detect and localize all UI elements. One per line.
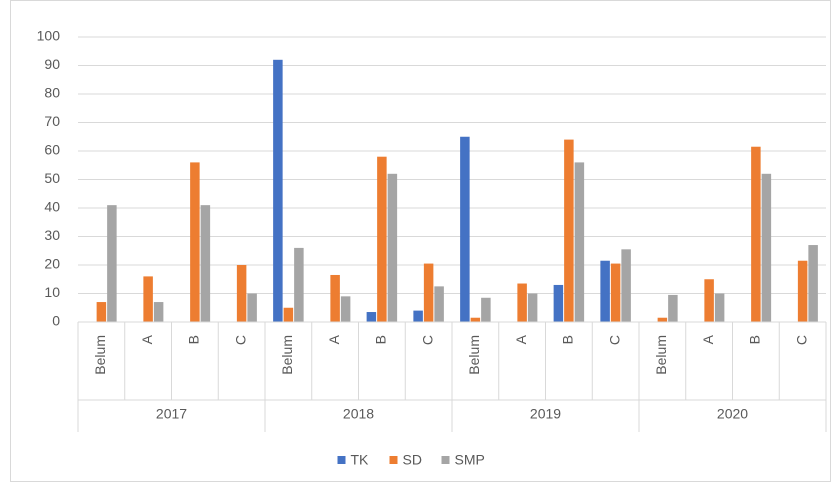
bar (377, 156, 387, 322)
legend-swatch (337, 456, 346, 464)
x-tick-label: C (793, 335, 809, 345)
bar (460, 136, 470, 322)
bar (190, 162, 200, 322)
bar (96, 302, 107, 322)
bar (574, 162, 585, 322)
bar (797, 260, 808, 322)
bar (366, 312, 377, 322)
x-tick-label: B (373, 335, 389, 344)
group-label: 2017 (156, 406, 187, 422)
bar (481, 297, 491, 322)
bar (668, 294, 678, 322)
bar (470, 317, 481, 322)
legend-swatch (441, 456, 450, 464)
x-tick-label: A (139, 334, 155, 344)
bar (610, 263, 621, 322)
x-tick-label: A (513, 334, 529, 344)
group-label: 2018 (343, 406, 374, 422)
x-tick-label: B (560, 335, 576, 344)
y-tick-label: 100 (37, 28, 61, 44)
bar (273, 59, 283, 323)
y-tick-label: 30 (44, 227, 60, 243)
bar (107, 205, 117, 322)
bar (236, 265, 247, 322)
x-tick-label: Belum (653, 335, 669, 375)
y-tick-label: 0 (52, 313, 60, 329)
x-tick-label: Belum (92, 335, 108, 375)
y-tick-label: 60 (44, 142, 60, 158)
bar (153, 302, 164, 322)
x-tick-label: B (186, 335, 202, 344)
y-tick-label: 20 (44, 256, 60, 272)
bar (553, 284, 564, 322)
bar (283, 307, 294, 322)
group-label: 2019 (530, 406, 561, 422)
bar (330, 274, 340, 322)
legend-label: SMP (455, 452, 485, 468)
bar (247, 293, 257, 322)
y-tick-label: 40 (44, 199, 60, 215)
bar (294, 247, 304, 322)
bar (704, 279, 714, 322)
x-tick-label: A (700, 334, 716, 344)
x-tick-label: C (606, 335, 622, 345)
x-tick-label: B (747, 335, 763, 344)
bar (657, 317, 668, 322)
bar (808, 245, 818, 322)
bar (751, 146, 761, 322)
legend-swatch (389, 456, 398, 464)
bar (714, 293, 725, 322)
x-tick-label: C (419, 335, 435, 345)
y-tick-label: 10 (44, 284, 60, 300)
bar (340, 296, 351, 322)
group-label: 2020 (717, 406, 748, 422)
x-tick-label: A (326, 334, 342, 344)
y-tick-label: 80 (44, 85, 60, 101)
legend-label: SD (403, 452, 422, 468)
bar (564, 139, 574, 322)
x-tick-label: Belum (466, 335, 482, 375)
x-tick-label: C (232, 335, 248, 345)
bar (600, 260, 610, 322)
chart-border (10, 0, 831, 482)
bar (761, 173, 772, 322)
bar (413, 310, 423, 322)
legend-label: TK (351, 452, 370, 468)
bar (423, 263, 434, 322)
bar (517, 283, 527, 322)
bar (527, 293, 538, 322)
y-tick-label: 50 (44, 170, 60, 186)
y-tick-label: 70 (44, 113, 60, 129)
bar (434, 286, 444, 322)
bar (143, 276, 153, 322)
y-tick-label: 90 (44, 56, 60, 72)
x-tick-label: Belum (279, 335, 295, 375)
bar (387, 173, 398, 322)
bar (200, 205, 211, 322)
bar (621, 249, 631, 322)
